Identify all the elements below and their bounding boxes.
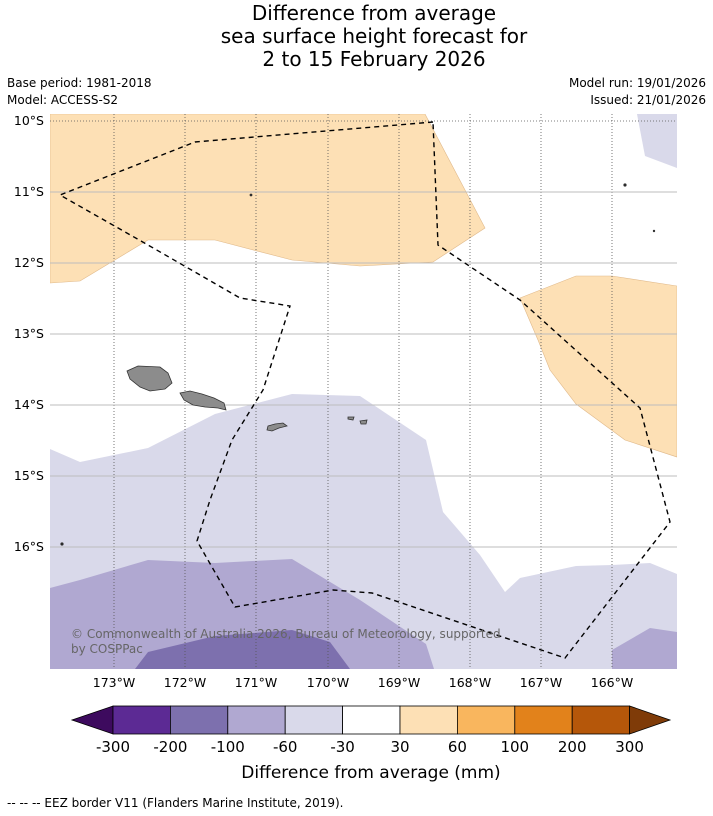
copyright-line-2: by COSPPac [71, 642, 143, 656]
colorbar-swatch [342, 705, 401, 735]
colorbar-tick: -200 [153, 738, 187, 756]
island-upolu [179, 390, 227, 411]
island-dot-1 [249, 193, 253, 197]
colorbar-swatch [112, 705, 171, 735]
island-dot-4 [60, 542, 64, 546]
anomaly-region-northeast-corner [637, 114, 677, 168]
colorbar-label: Difference from average (mm) [241, 763, 500, 783]
anomaly-region-north [50, 114, 486, 284]
colorbar-swatch [399, 705, 458, 735]
lat-label: 11°S [14, 184, 44, 199]
lon-label: 172°W [164, 675, 206, 690]
lon-label: 171°W [235, 675, 277, 690]
island-dot-3 [652, 229, 656, 233]
colorbar-tick: -100 [211, 738, 245, 756]
colorbar-swatch [227, 705, 286, 735]
colorbar: -300 -200 -100 -60 -30 30 60 100 200 300… [70, 705, 672, 783]
model-run: Model run: 19/01/2026 [568, 76, 706, 90]
meta-right: Model run: 19/01/2026 Issued: 21/01/2026 [569, 75, 706, 109]
lat-label: 10°S [14, 113, 44, 128]
colorbar-extend-right [629, 705, 672, 735]
anomaly-region-southeast [612, 628, 677, 669]
island-dot-2 [623, 183, 627, 187]
lon-label: 169°W [378, 675, 420, 690]
latitude-lines [50, 191, 677, 548]
model-name: Model: ACCESS-S2 [7, 93, 119, 107]
gridlines [50, 114, 677, 669]
lat-axis: 10°S 11°S 12°S 13°S 14°S 15°S 16°S [14, 113, 44, 554]
colorbar-extend-left [70, 705, 114, 735]
lat-label: 16°S [14, 539, 44, 554]
base-period: Base period: 1981-2018 [7, 76, 152, 90]
island-manua-1 [347, 416, 355, 421]
copyright-line-1: © Commonwealth of Australia 2026, Bureau… [71, 627, 501, 641]
island-savaii [126, 365, 173, 392]
anomaly-region-southwest [50, 559, 434, 669]
lon-label: 173°W [93, 675, 135, 690]
colorbar-tick: 100 [500, 738, 529, 756]
lat-label: 14°S [14, 397, 44, 412]
issued-date: Issued: 21/01/2026 [590, 93, 706, 107]
meta-left: Base period: 1981-2018 Model: ACCESS-S2 [7, 75, 152, 109]
colorbar-ticks: -300 -200 -100 -60 -30 30 60 100 200 300 [96, 738, 644, 756]
lon-label: 167°W [520, 675, 562, 690]
colorbar-tick: 30 [390, 738, 409, 756]
title-line-2: sea surface height forecast for [220, 24, 528, 48]
lat-label: 13°S [14, 326, 44, 341]
lat-label: 15°S [14, 468, 44, 483]
lon-label: 168°W [449, 675, 491, 690]
colorbar-swatch [456, 705, 516, 735]
land-masses [60, 183, 656, 546]
colorbar-tick: -300 [96, 738, 130, 756]
colorbar-tick: 300 [615, 738, 644, 756]
colorbar-tick: -60 [273, 738, 298, 756]
colorbar-swatch [284, 705, 344, 735]
map-title: Difference from average sea surface heig… [0, 2, 713, 71]
lat-label: 12°S [14, 255, 44, 270]
lon-label: 170°W [307, 675, 349, 690]
colorbar-swatch [169, 705, 229, 735]
map-panel[interactable]: © Commonwealth of Australia 2026, Bureau… [50, 114, 677, 669]
colorbar-tick: 60 [448, 738, 467, 756]
colorbar-swatch [571, 705, 631, 735]
colorbar-tick: -30 [330, 738, 355, 756]
island-manua-2 [359, 419, 368, 425]
island-tutuila [266, 422, 288, 432]
title-line-3: 2 to 15 February 2026 [262, 47, 486, 71]
lon-label: 166°W [591, 675, 633, 690]
lon-axis: 173°W 172°W 171°W 170°W 169°W 168°W 167°… [93, 675, 633, 690]
anomaly-region-core [135, 630, 350, 669]
colorbar-swatch [514, 705, 573, 735]
title-line-1: Difference from average [251, 1, 497, 25]
eez-border [58, 121, 671, 659]
eez-legend: -- -- -- EEZ border V11 (Flanders Marine… [7, 796, 344, 810]
colorbar-tick: 200 [558, 738, 587, 756]
